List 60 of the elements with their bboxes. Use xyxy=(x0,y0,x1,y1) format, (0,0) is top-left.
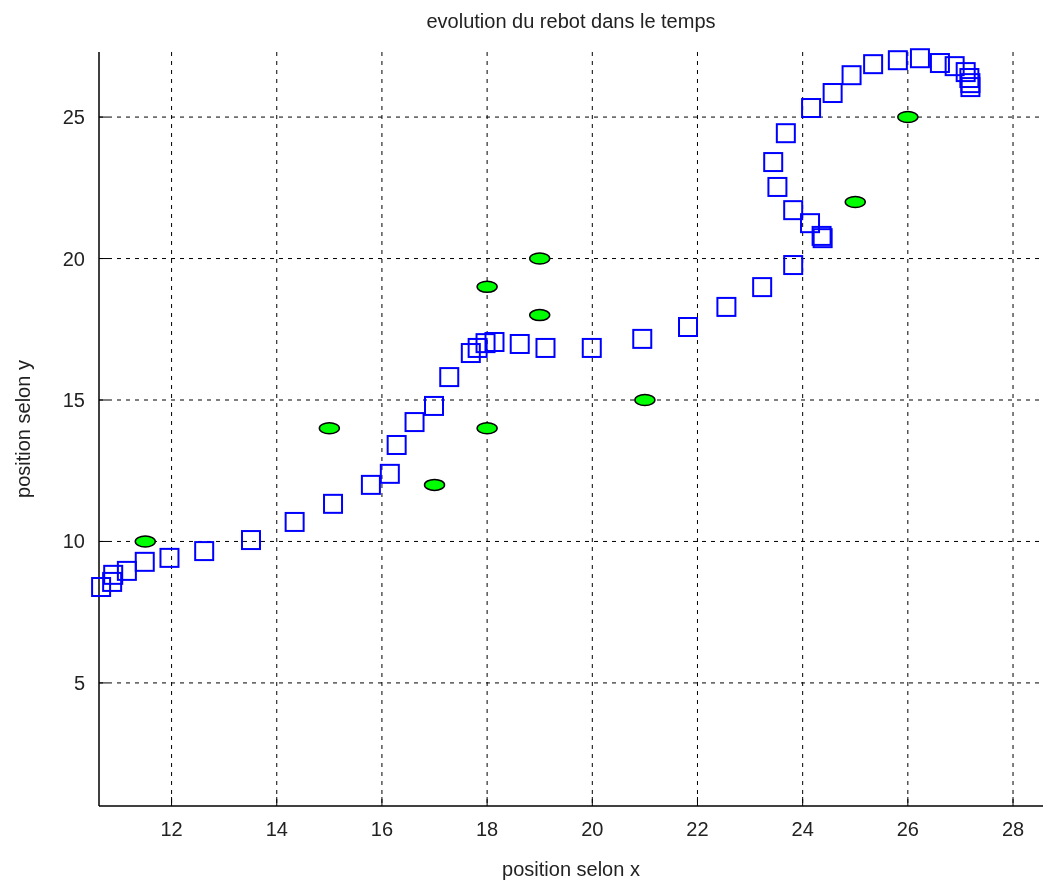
y-tick-label: 10 xyxy=(62,530,85,553)
chart-title: evolution du rebot dans le temps xyxy=(426,10,716,32)
point xyxy=(959,68,980,89)
point xyxy=(159,547,180,568)
point xyxy=(581,337,602,358)
point xyxy=(535,337,556,358)
point xyxy=(439,367,460,388)
point xyxy=(783,200,804,221)
point xyxy=(194,541,215,562)
x-tick-label: 12 xyxy=(160,818,183,840)
y-tick-label: 5 xyxy=(73,671,85,694)
x-tick-label: 20 xyxy=(581,818,604,840)
point xyxy=(678,317,699,338)
point xyxy=(783,255,804,276)
x-axis-title: position selon x xyxy=(502,858,640,880)
point xyxy=(460,343,481,364)
point xyxy=(360,474,381,495)
point xyxy=(800,213,821,234)
point xyxy=(134,551,155,572)
point xyxy=(103,564,124,585)
point xyxy=(955,62,976,83)
point xyxy=(379,463,400,484)
point xyxy=(632,328,653,349)
point xyxy=(887,50,908,71)
point xyxy=(822,83,843,104)
y-tick-label: 15 xyxy=(62,389,85,411)
x-tick-label: 22 xyxy=(686,818,709,840)
y-axis-title: position selon y xyxy=(12,360,34,498)
point xyxy=(801,98,822,119)
point xyxy=(909,48,930,69)
point xyxy=(404,412,425,433)
y-tick-label: 20 xyxy=(62,247,85,270)
x-tick-label: 14 xyxy=(265,818,288,840)
point xyxy=(763,152,784,173)
point xyxy=(102,571,123,592)
x-tick-label: 24 xyxy=(791,818,814,840)
point xyxy=(467,337,488,358)
x-tick-label: 18 xyxy=(475,818,499,840)
point xyxy=(767,176,788,197)
point xyxy=(91,577,112,598)
point xyxy=(323,493,344,514)
point xyxy=(424,395,444,416)
point xyxy=(752,277,773,298)
x-tick-label: 16 xyxy=(370,818,394,840)
point xyxy=(509,333,530,354)
x-tick-label: 26 xyxy=(896,818,919,840)
x-tick-label: 28 xyxy=(1001,818,1025,840)
point xyxy=(929,53,950,74)
point xyxy=(775,123,796,144)
point xyxy=(716,296,737,317)
point xyxy=(944,56,965,77)
y-tick-label: 25 xyxy=(62,106,85,129)
point xyxy=(841,65,862,86)
point xyxy=(116,560,137,581)
point xyxy=(284,511,305,532)
point xyxy=(863,54,884,75)
point xyxy=(484,332,505,352)
point xyxy=(386,434,407,455)
point xyxy=(240,530,261,551)
point xyxy=(475,333,496,354)
